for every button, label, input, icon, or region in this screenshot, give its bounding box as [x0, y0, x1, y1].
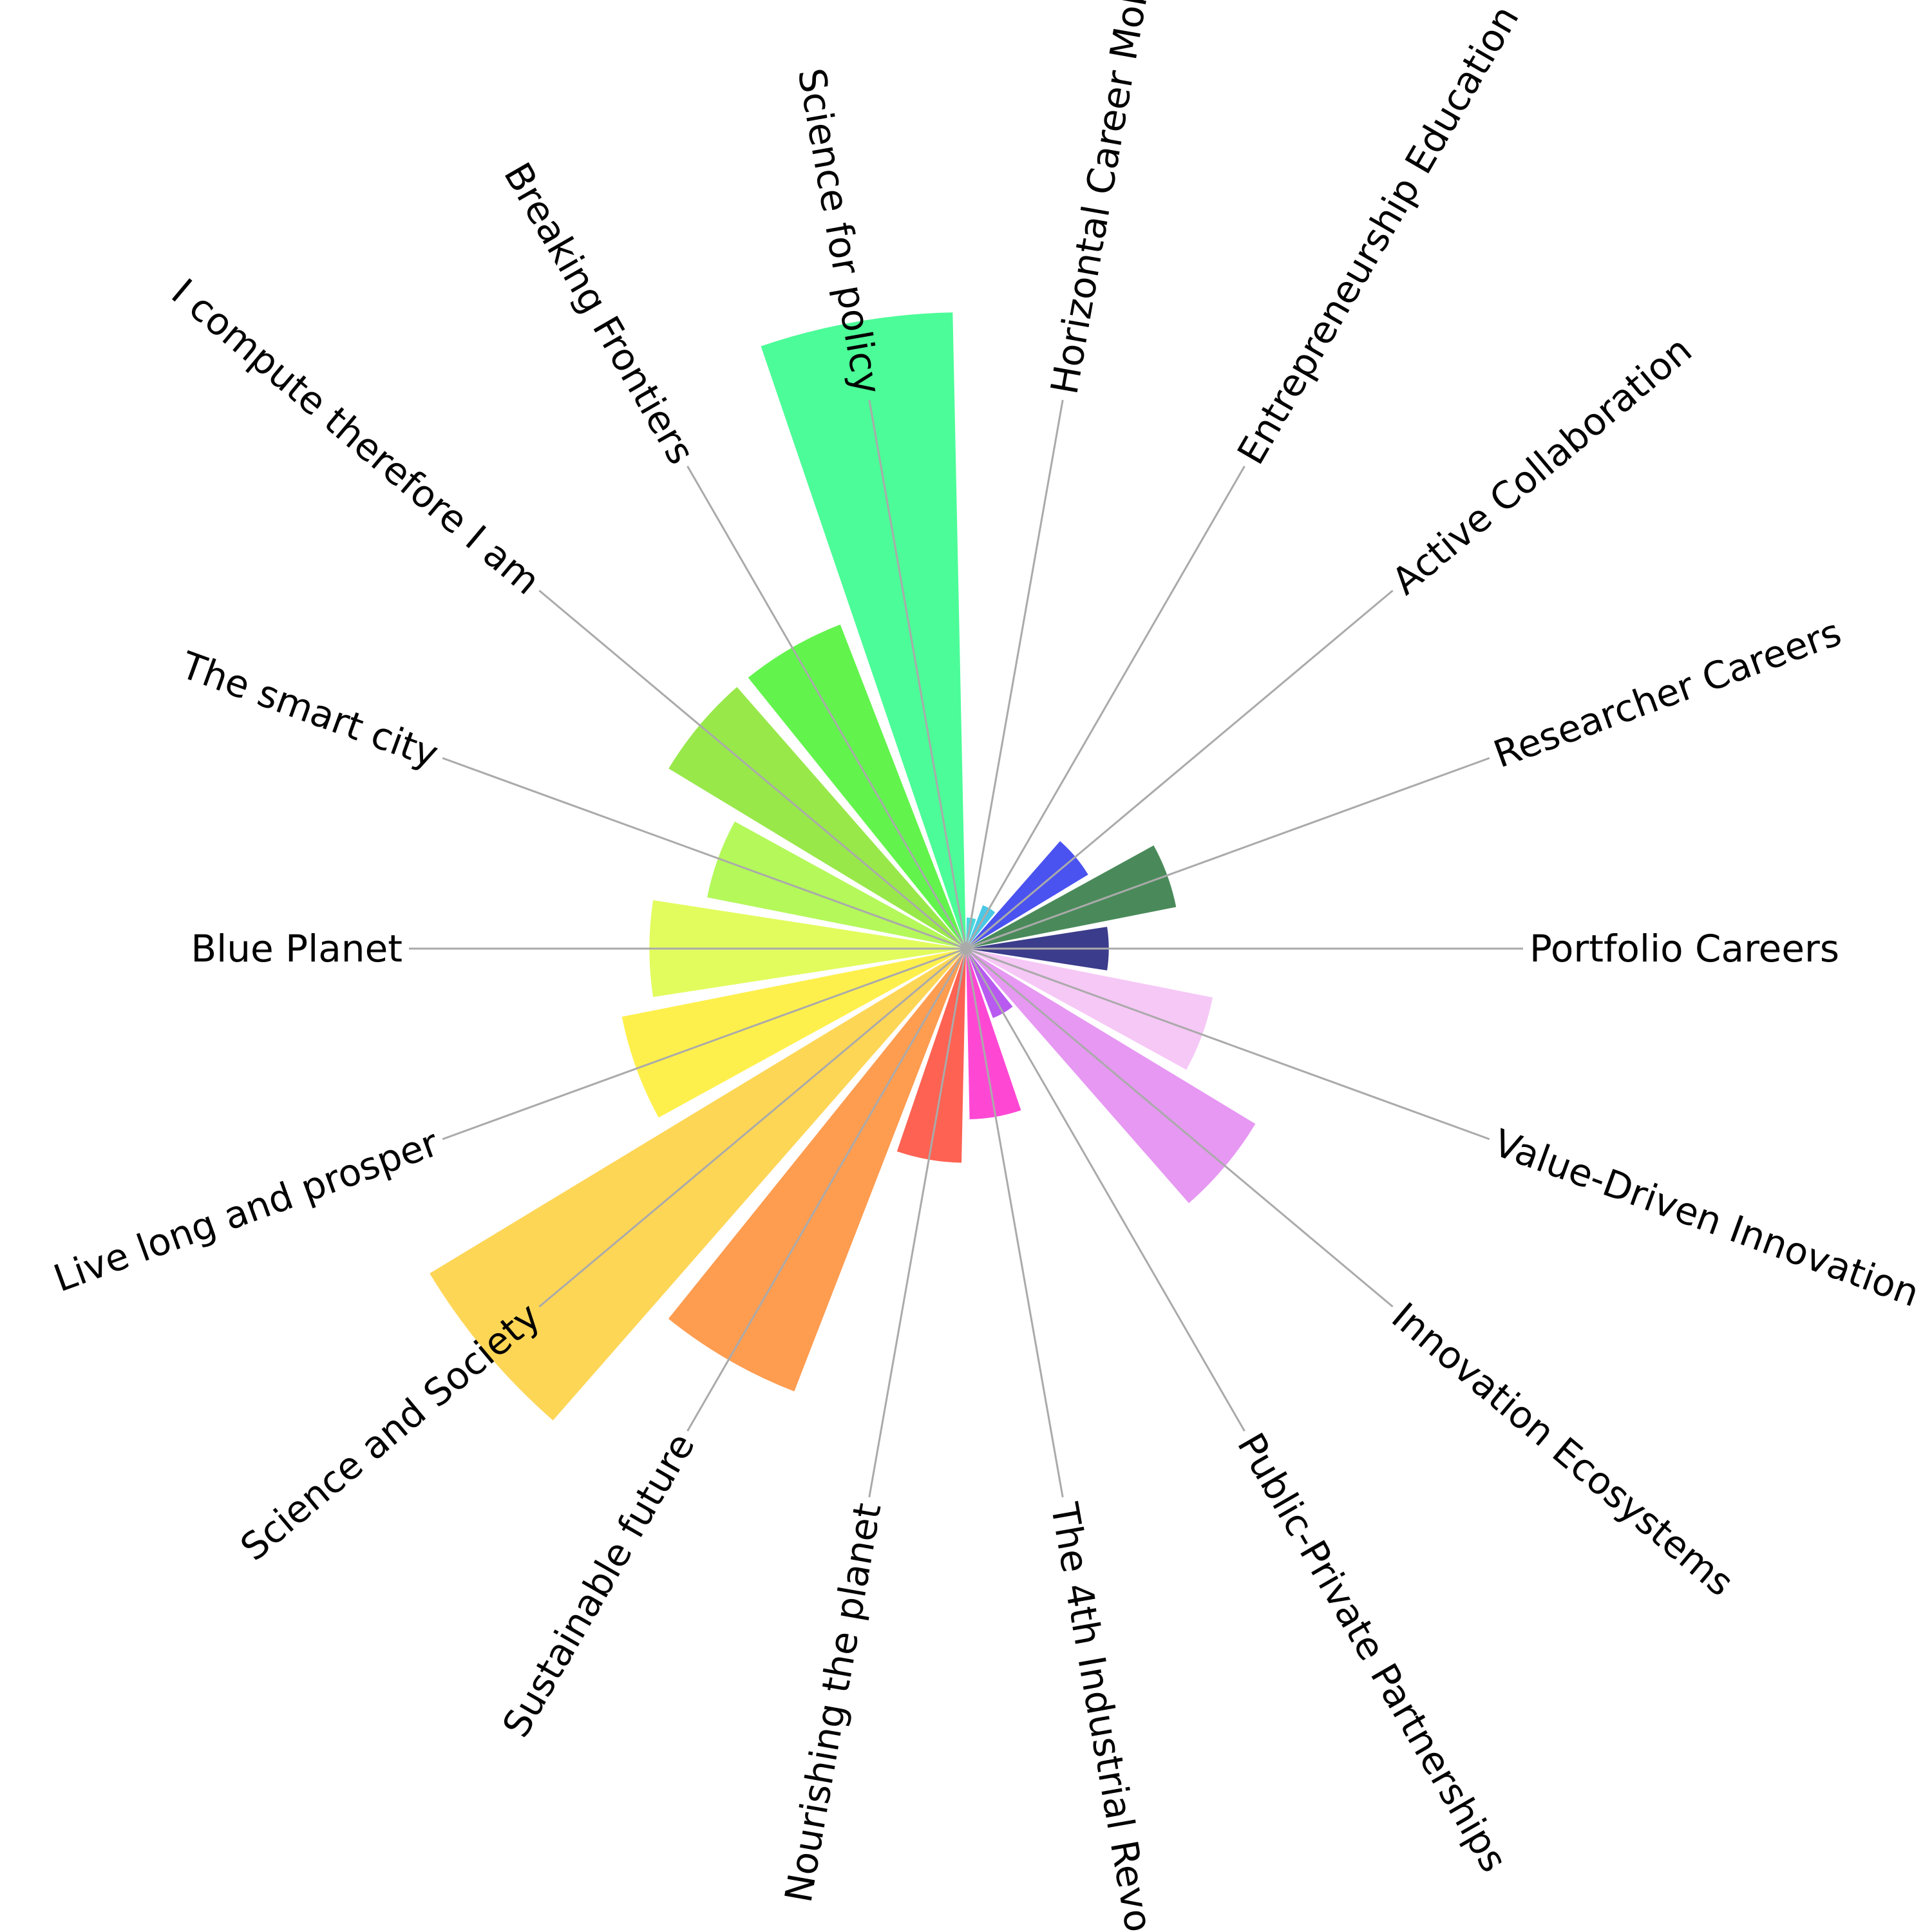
bar-i-compute-therefore-i-am: [668, 687, 966, 949]
label-researcher-careers: Researcher Careers: [1488, 610, 1847, 776]
bar-horizontal-career-mob: [966, 917, 976, 949]
label-nourishing-the-planet: Nourishing the planet: [777, 1500, 890, 1906]
bar-nourishing-the-planet: [896, 949, 966, 1163]
label-breaking-frontiers: Breaking Frontiers: [495, 155, 703, 471]
spoke-entrepreneurship-education: [965, 466, 1245, 949]
label-blue-planet: Blue Planet: [191, 927, 402, 971]
spoke-science-and-society: [538, 947, 967, 1308]
label-horizontal-career-mob: Horizontal Career Mob.: [1042, 0, 1160, 397]
spoke-nourishing-the-planet: [868, 948, 967, 1498]
bars-layer: [430, 312, 1256, 1421]
spoke-sustainable-future: [687, 948, 967, 1432]
spoke-breaking-frontiers: [687, 466, 967, 949]
spoke-science-for-policy: [868, 399, 967, 949]
label-sustainable-future: Sustainable future: [494, 1426, 703, 1745]
spoke-active-collaboration: [965, 589, 1394, 950]
label-active-collaboration: Active Collaboration: [1383, 328, 1700, 603]
label-innovation-ecosystems: Innovation Ecosystems: [1383, 1294, 1742, 1604]
spoke-innovation-ecosystems: [965, 947, 1394, 1308]
bar-science-and-society: [430, 949, 966, 1421]
label-portfolio-careers: Portfolio Careers: [1530, 927, 1839, 971]
bar-researcher-careers: [966, 845, 1177, 949]
bar-sustainable-future: [668, 949, 966, 1392]
spoke-the-4th-industrial-revolution: [965, 948, 1064, 1498]
spokes-layer: [409, 399, 1523, 1498]
spoke-horizontal-career-mob: [965, 399, 1064, 949]
label-live-long-and-prosper: Live long and prosper: [48, 1121, 444, 1300]
label-value-driven-innovation: Value-Driven Innovation: [1488, 1121, 1925, 1315]
bar-innovation-ecosystems: [966, 949, 1256, 1204]
label-i-compute-therefore-i-am: I compute therefore I am: [164, 270, 549, 603]
bar-value-driven-innovation: [966, 949, 1213, 1070]
label-science-and-society: Science and Society: [232, 1294, 549, 1569]
bar-live-long-and-prosper: [621, 949, 966, 1118]
spoke-the-smart-city: [442, 757, 967, 950]
bar-the-4th-industrial-revolution: [966, 949, 1021, 1120]
label-public-private-partnerships: Public-Private Partnerships: [1229, 1426, 1516, 1879]
bar-the-smart-city: [707, 821, 966, 949]
spoke-public-private-partnerships: [965, 948, 1245, 1432]
bar-public-private-partnerships: [966, 949, 1013, 1018]
bar-science-for-policy: [761, 312, 966, 949]
label-the-4th-industrial-revolution: The 4th Industrial Revolution: [1042, 1499, 1179, 1932]
spoke-value-driven-innovation: [965, 947, 1490, 1141]
spoke-live-long-and-prosper: [442, 947, 967, 1141]
label-entrepreneurship-education: Entrepreneurship Education: [1229, 0, 1528, 471]
bar-breaking-frontiers: [748, 624, 966, 949]
spoke-i-compute-therefore-i-am: [538, 589, 967, 950]
label-the-smart-city: The smart city: [175, 643, 444, 776]
spoke-researcher-careers: [965, 757, 1490, 950]
